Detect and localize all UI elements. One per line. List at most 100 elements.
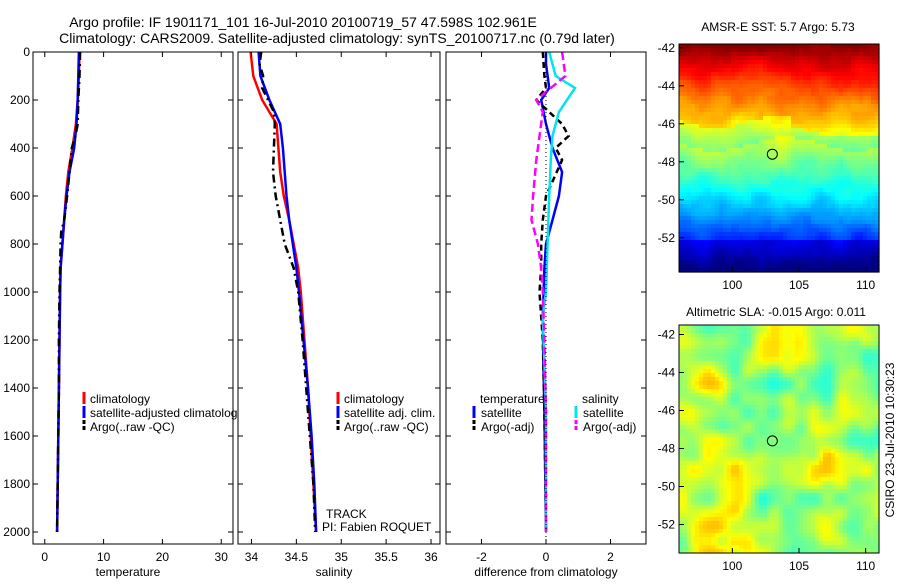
sla-heatmap-cell	[839, 477, 844, 482]
sla-heatmap-cell	[719, 357, 724, 362]
sst-heatmap-cell	[803, 120, 808, 125]
sla-heatmap-cell	[723, 357, 728, 362]
sla-heatmap-cell	[747, 489, 752, 494]
sst-heatmap-cell	[787, 224, 792, 229]
sst-heatmap-cell	[711, 104, 716, 109]
sst-heatmap-cell	[747, 140, 752, 145]
sst-heatmap-cell	[791, 244, 796, 249]
sst-heatmap-cell	[799, 184, 804, 189]
sst-heatmap-cell	[795, 52, 800, 57]
sst-heatmap-cell	[839, 108, 844, 113]
sla-heatmap-cell	[847, 409, 852, 414]
sla-heatmap-cell	[823, 357, 828, 362]
sst-heatmap-cell	[847, 132, 852, 137]
sla-heatmap-cell	[715, 449, 720, 454]
sla-heatmap-cell	[707, 373, 712, 378]
sla-heatmap-cell	[871, 429, 876, 434]
sst-heatmap-cell	[839, 68, 844, 73]
sla-heatmap-cell	[839, 485, 844, 490]
sst-heatmap-cell	[743, 196, 748, 201]
sst-heatmap-cell	[855, 172, 860, 177]
sst-heatmap-cell	[739, 128, 744, 133]
sla-heatmap-cell	[715, 365, 720, 370]
sla-heatmap-cell	[871, 401, 876, 406]
sla-heatmap-cell	[823, 381, 828, 386]
sla-heatmap-cell	[679, 485, 684, 490]
sst-heatmap-cell	[755, 164, 760, 169]
sst-heatmap-cell	[703, 260, 708, 265]
sst-heatmap-cell	[803, 148, 808, 153]
sla-heatmap-cell	[763, 485, 768, 490]
sst-heatmap-cell	[695, 136, 700, 141]
sst-heatmap-cell	[759, 160, 764, 165]
sst-heatmap-cell	[771, 72, 776, 77]
sst-heatmap-cell	[735, 132, 740, 137]
sst-heatmap-cell	[703, 136, 708, 141]
sla-heatmap-cell	[823, 365, 828, 370]
sla-heatmap-cell	[855, 421, 860, 426]
sst-heatmap-cell	[687, 124, 692, 129]
sla-heatmap-cell	[747, 425, 752, 430]
sla-heatmap-cell	[775, 469, 780, 474]
sst-heatmap-cell	[819, 264, 824, 269]
sst-heatmap-cell	[843, 264, 848, 269]
sla-heatmap-cell	[683, 425, 688, 430]
sla-heatmap-cell	[871, 453, 876, 458]
sst-heatmap-cell	[707, 200, 712, 205]
sst-heatmap-cell	[727, 260, 732, 265]
sla-heatmap-cell	[763, 361, 768, 366]
sst-heatmap-cell	[763, 88, 768, 93]
sst-heatmap-cell	[815, 264, 820, 269]
sst-heatmap-cell	[855, 104, 860, 109]
sst-heatmap-cell	[719, 176, 724, 181]
sst-heatmap-cell	[699, 88, 704, 93]
sst-heatmap-cell	[691, 188, 696, 193]
sst-heatmap-cell	[707, 164, 712, 169]
sla-heatmap-cell	[691, 489, 696, 494]
sst-heatmap-cell	[859, 244, 864, 249]
sla-heatmap-cell	[859, 345, 864, 350]
sla-heatmap-cell	[787, 345, 792, 350]
sla-heatmap-cell	[799, 389, 804, 394]
sst-heatmap-cell	[847, 172, 852, 177]
sst-heatmap-cell	[855, 200, 860, 205]
sla-heatmap-cell	[759, 481, 764, 486]
sla-heatmap-cell	[863, 429, 868, 434]
sla-heatmap-cell	[783, 429, 788, 434]
sla-heatmap-cell	[763, 357, 768, 362]
sst-heatmap-cell	[759, 260, 764, 265]
sla-heatmap-cell	[859, 381, 864, 386]
sla-heatmap-cell	[691, 389, 696, 394]
sst-heatmap-cell	[847, 108, 852, 113]
sst-heatmap-cell	[835, 44, 840, 49]
sst-heatmap-cell	[743, 48, 748, 53]
sst-heatmap-cell	[795, 252, 800, 257]
sla-heatmap-cell	[771, 361, 776, 366]
sst-heatmap-cell	[819, 148, 824, 153]
sst-heatmap-cell	[783, 112, 788, 117]
sla-heatmap-cell	[807, 477, 812, 482]
sla-heatmap-cell	[699, 341, 704, 346]
sla-heatmap-cell	[715, 377, 720, 382]
sst-heatmap-cell	[835, 52, 840, 57]
sst-heatmap-cell	[767, 236, 772, 241]
sst-heatmap-cell	[763, 144, 768, 149]
sla-heatmap-cell	[683, 401, 688, 406]
sla-heatmap-cell	[759, 457, 764, 462]
sst-heatmap-cell	[719, 80, 724, 85]
sst-heatmap-cell	[683, 64, 688, 69]
sst-heatmap-cell	[703, 216, 708, 221]
sst-heatmap-cell	[863, 164, 868, 169]
sst-heatmap-cell	[827, 112, 832, 117]
sst-heatmap-cell	[803, 188, 808, 193]
sst-heatmap-cell	[707, 80, 712, 85]
sla-heatmap-cell	[759, 329, 764, 334]
sla-heatmap-cell	[683, 473, 688, 478]
sla-heatmap-cell	[831, 345, 836, 350]
sla-heatmap-cell	[831, 441, 836, 446]
sla-heatmap-cell	[871, 409, 876, 414]
sst-heatmap-cell	[847, 252, 852, 257]
sla-heatmap-cell	[691, 477, 696, 482]
sst-heatmap-cell	[795, 92, 800, 97]
sla-heatmap-cell	[863, 393, 868, 398]
